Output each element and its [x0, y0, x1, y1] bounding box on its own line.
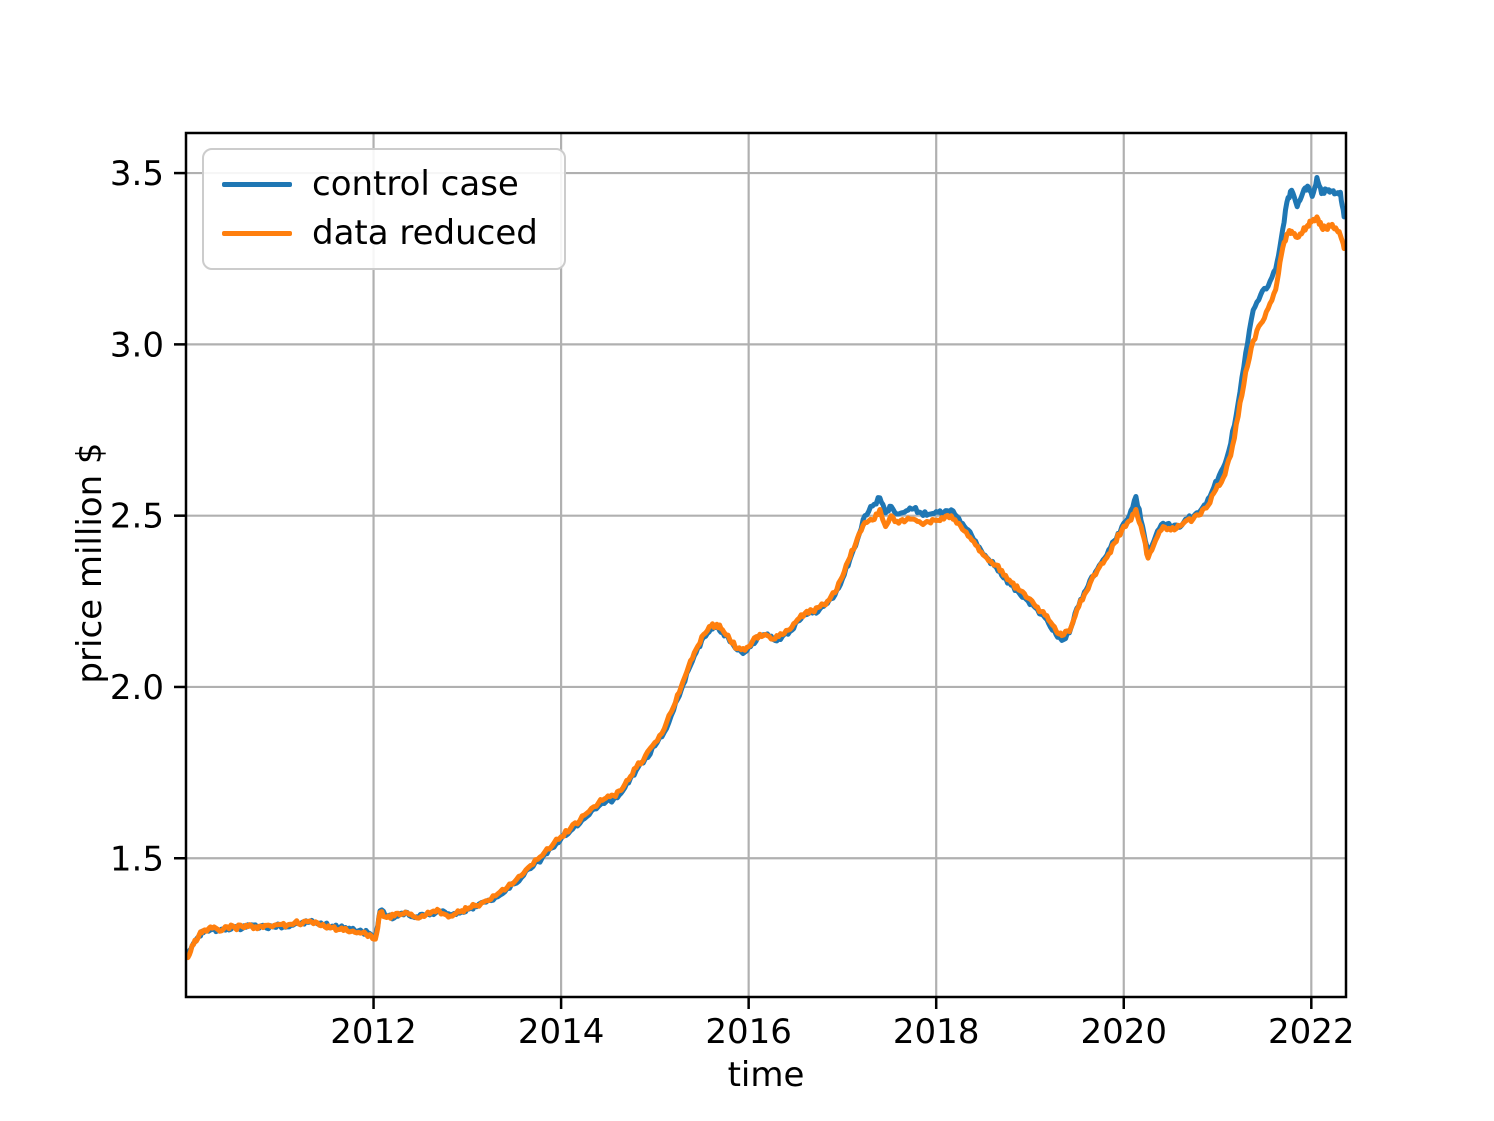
y-axis-title: price million $ — [70, 442, 110, 684]
series-lines — [185, 175, 1347, 961]
x-tick-label: 2016 — [705, 1012, 792, 1052]
tick-marks — [174, 171, 1313, 1009]
x-tick-label: 2020 — [1080, 1012, 1167, 1052]
legend-item-control-case: control case — [222, 162, 538, 207]
axes-frame — [184, 131, 1348, 999]
legend: control case data reduced — [202, 148, 566, 270]
y-tick-label: 3.5 — [110, 154, 164, 194]
x-tick-label: 2022 — [1268, 1012, 1355, 1052]
legend-line-sample-data-reduced — [222, 231, 292, 236]
x-tick-label: 2018 — [893, 1012, 980, 1052]
legend-line-sample-control-case — [222, 182, 292, 187]
legend-label-data-reduced: data reduced — [312, 213, 538, 253]
y-tick-label: 1.5 — [110, 839, 164, 879]
x-axis-title: time — [727, 1055, 805, 1095]
y-tick-label: 2.0 — [110, 668, 164, 708]
line-data-reduced — [185, 214, 1347, 961]
y-tick-label: 3.0 — [110, 325, 164, 365]
y-tick-label: 2.5 — [110, 497, 164, 537]
tick-labels: 2012 2014 2016 2018 2020 2022 1.5 2.0 2.5 3.0 3.5 — [110, 154, 1355, 1052]
x-tick-label: 2012 — [330, 1012, 417, 1052]
x-tick-label: 2014 — [518, 1012, 605, 1052]
legend-item-data-reduced: data reduced — [222, 211, 538, 256]
legend-label-control-case: control case — [312, 164, 519, 204]
line-control-case — [185, 175, 1347, 959]
